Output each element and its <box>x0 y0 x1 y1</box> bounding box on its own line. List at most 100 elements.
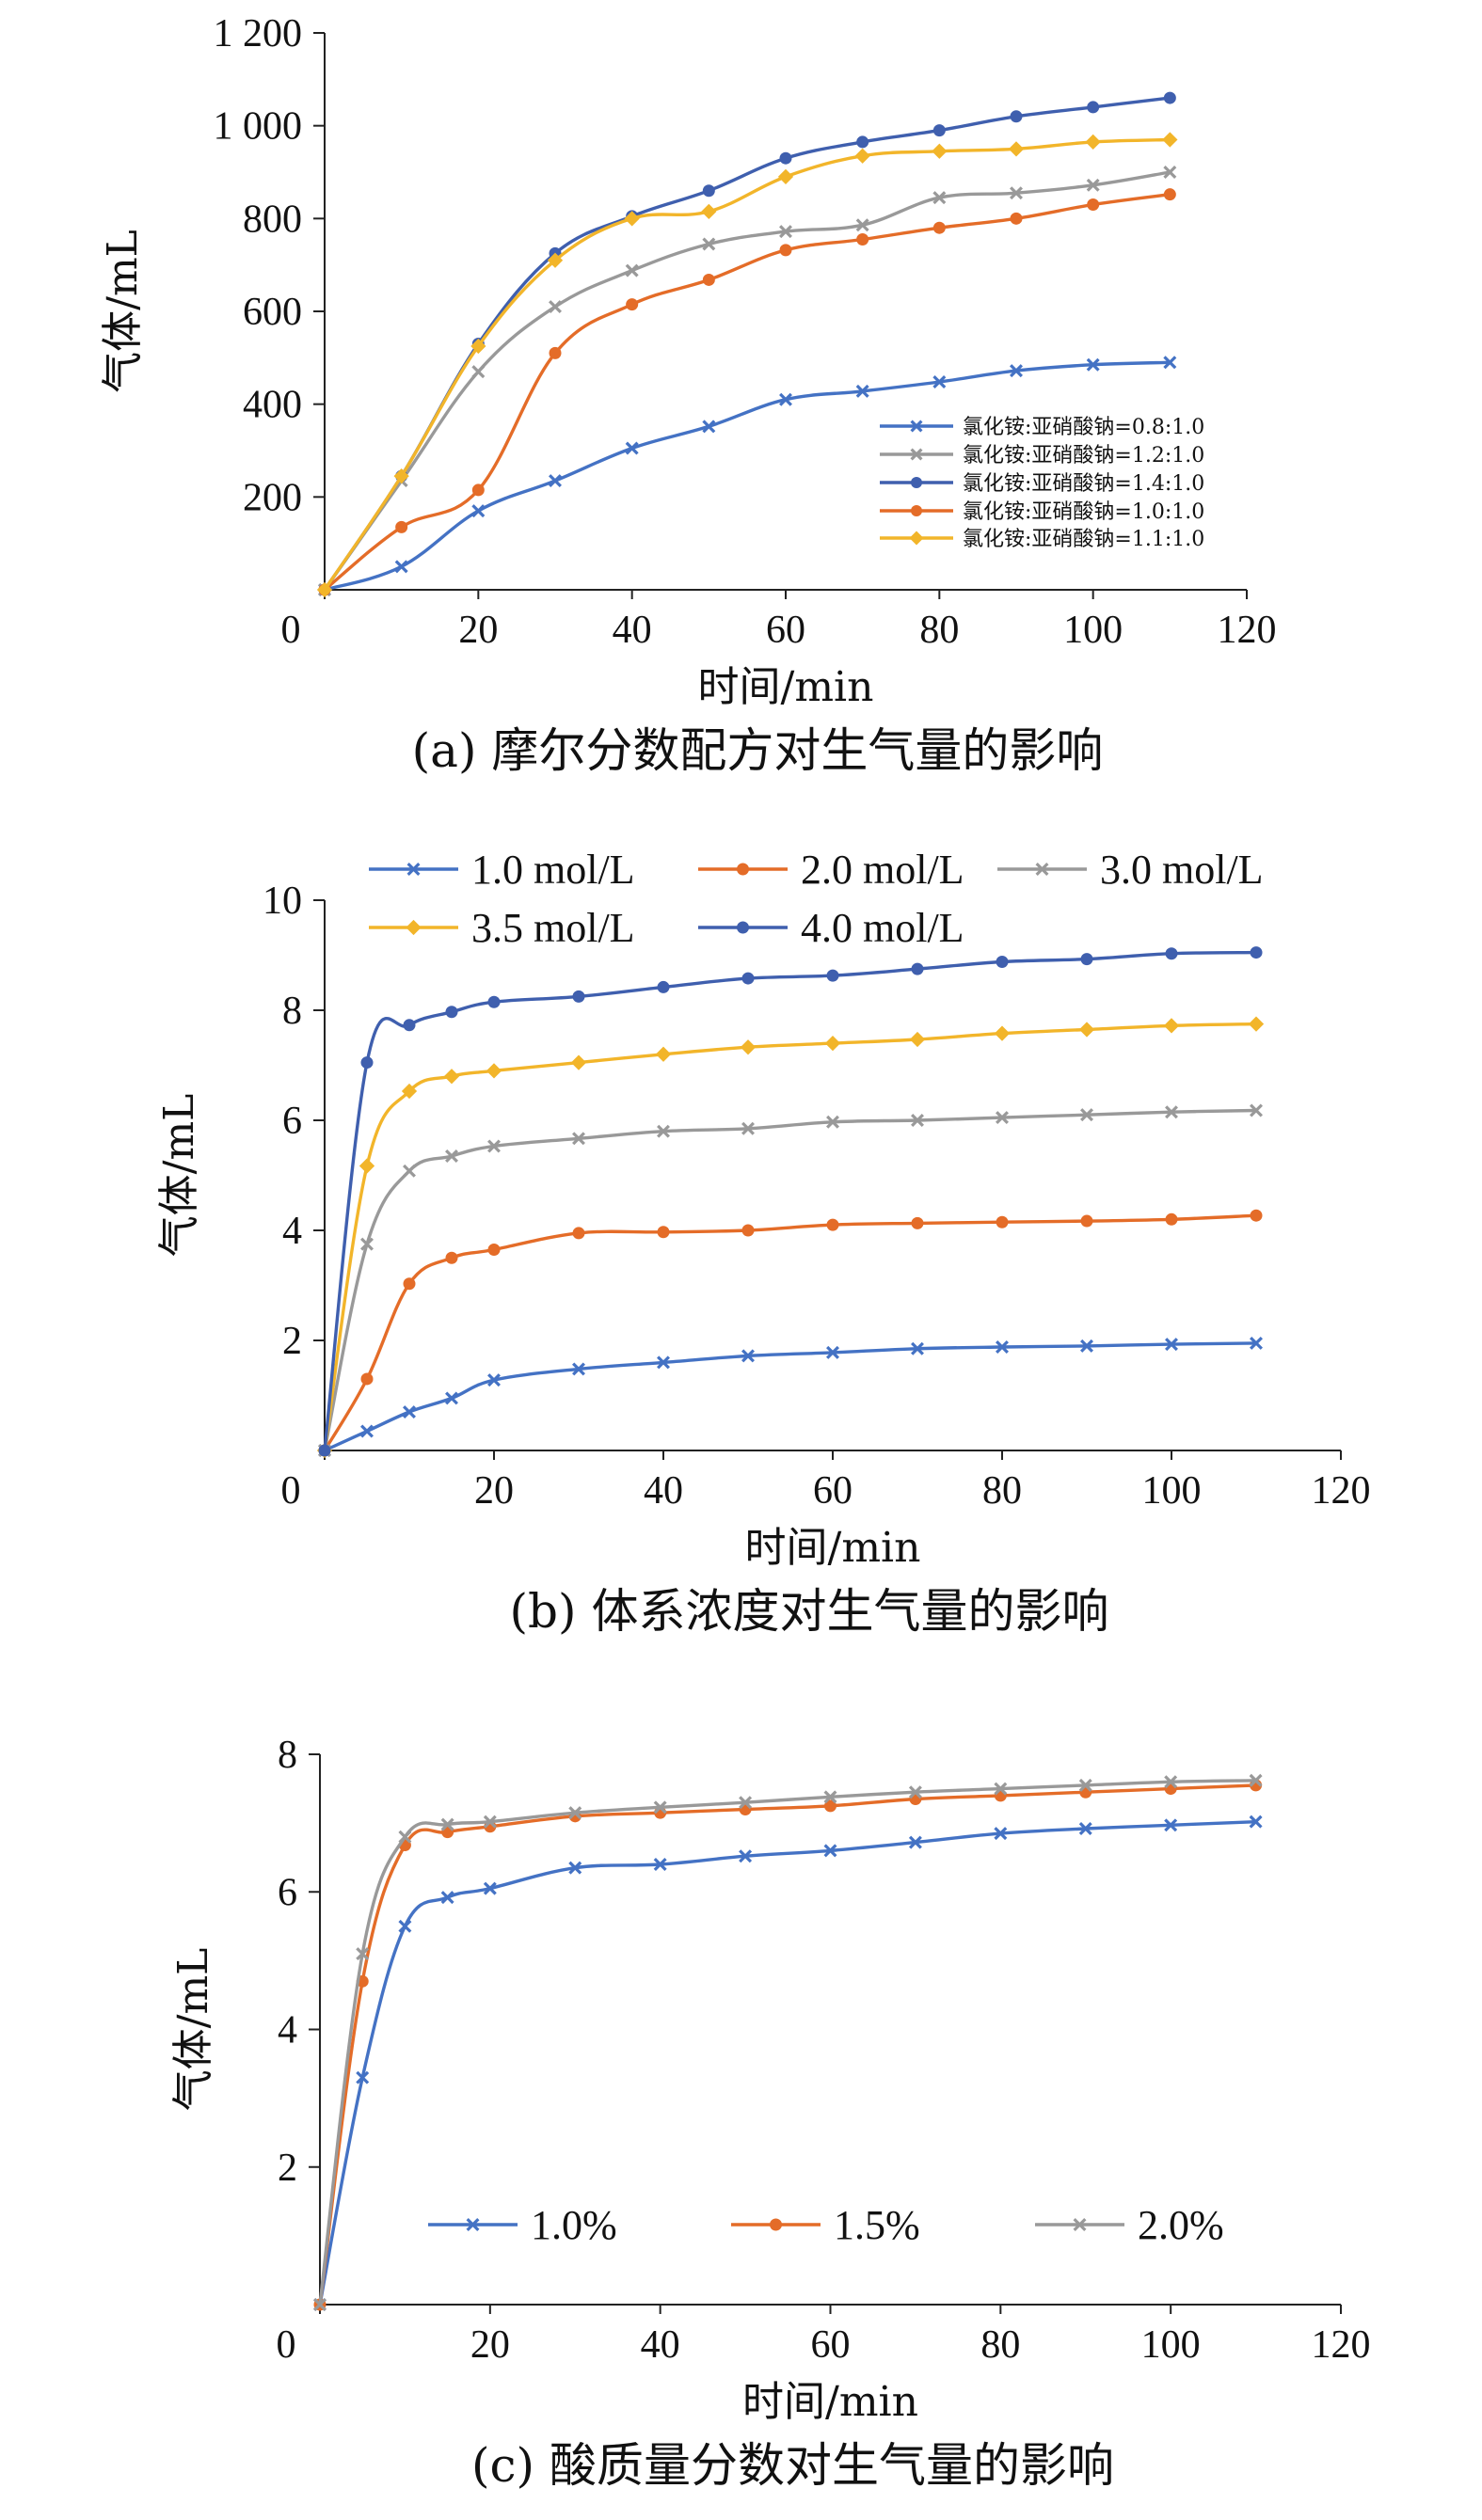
data-point <box>1010 364 1023 378</box>
data-point <box>393 468 409 484</box>
data-point <box>1249 1815 1263 1829</box>
chart-c: 2 4 6 8 20 40 60 80 100 120 0 时间/min 气体/mL (c) 酸质量分数对… <box>169 1734 1371 2493</box>
data-point <box>445 1391 458 1405</box>
series-line <box>318 1779 1256 2306</box>
data-point <box>932 375 947 388</box>
x-tick-label: 120 <box>1312 2323 1371 2367</box>
data-point <box>487 1373 501 1387</box>
data-point <box>823 1844 837 1858</box>
legend-label: 氯化铵:亚硝酸钠=1.0:1.0 <box>963 500 1204 524</box>
data-point <box>932 124 946 137</box>
data-point <box>471 483 485 497</box>
series-4 <box>316 1016 1265 1459</box>
data-point <box>486 1063 502 1079</box>
legend-label: 1.0 mol/L <box>471 847 635 893</box>
data-point <box>824 1799 837 1813</box>
x-tick-label: 60 <box>813 1469 853 1513</box>
data-point <box>1080 1339 1093 1353</box>
data-point <box>1165 1105 1178 1119</box>
data-point <box>1164 1775 1178 1789</box>
chart-caption: (a) 摩尔分数配方对生气量的影响 <box>412 723 1104 778</box>
data-point <box>549 346 562 359</box>
y-tick-label: 8 <box>282 990 302 1033</box>
data-point <box>547 252 564 268</box>
data-point <box>313 2298 327 2311</box>
data-point <box>932 143 948 159</box>
data-point <box>653 1800 667 1815</box>
x-tick-label: 120 <box>1312 1469 1371 1513</box>
data-point <box>1078 1022 1095 1038</box>
series-line <box>318 1783 1256 2306</box>
data-point <box>1010 110 1023 123</box>
legend-marker <box>770 2218 782 2231</box>
data-point <box>316 581 333 598</box>
series-2 <box>313 1779 1263 2311</box>
data-point <box>470 338 486 355</box>
data-point <box>741 1349 755 1363</box>
data-point <box>994 1025 1011 1041</box>
x-tick-label: 80 <box>919 609 959 652</box>
legend-label: 2.0% <box>1138 2202 1224 2248</box>
y-tick-label: 4 <box>278 2009 297 2052</box>
data-point <box>1080 1214 1093 1228</box>
data-point <box>826 969 839 982</box>
data-point <box>826 1115 839 1129</box>
data-point <box>570 1054 587 1070</box>
data-point <box>445 1251 458 1264</box>
x-tick-label: 100 <box>1141 2323 1201 2367</box>
x-origin-label: 0 <box>281 1469 301 1513</box>
x-tick-label: 60 <box>766 609 805 652</box>
y-tick-label: 1 000 <box>214 105 303 149</box>
x-tick-label: 40 <box>641 2323 680 2367</box>
data-point <box>1249 1773 1263 1787</box>
data-point <box>854 148 870 164</box>
data-point <box>440 1817 454 1831</box>
data-point <box>702 184 715 198</box>
data-point <box>1085 134 1101 151</box>
data-point <box>856 135 869 149</box>
series-5 <box>318 946 1263 1457</box>
series-3 <box>318 1103 1263 1457</box>
legend-label: 4.0 mol/L <box>801 905 964 951</box>
data-point <box>1078 1821 1092 1835</box>
chart-caption: (b) 体系浓度对生气量的影响 <box>510 1584 1109 1639</box>
legend-marker <box>910 420 923 433</box>
data-point <box>443 1069 460 1085</box>
series-line <box>323 1213 1257 1451</box>
data-point <box>626 298 639 311</box>
data-point <box>625 263 639 277</box>
y-tick-label: 2 <box>278 2147 297 2190</box>
legend-label: 2.0 mol/L <box>801 847 964 893</box>
legend-label: 3.5 mol/L <box>471 905 635 951</box>
data-point <box>908 1785 922 1799</box>
chart-caption: (c) 酸质量分数对生气量的影响 <box>471 2438 1114 2493</box>
data-point <box>1162 132 1178 148</box>
y-axis-label: 气体/mL <box>99 230 147 393</box>
data-point <box>741 1224 755 1237</box>
data-point <box>779 225 792 239</box>
series-line <box>324 1341 1257 1452</box>
data-point <box>856 233 869 246</box>
series-3 <box>313 1773 1263 2311</box>
data-point <box>996 1215 1009 1228</box>
data-point <box>996 1111 1009 1125</box>
data-point <box>487 1243 501 1256</box>
x-tick-label: 20 <box>470 2323 510 2367</box>
data-point <box>911 962 924 975</box>
data-point <box>1250 1209 1263 1222</box>
data-point <box>657 1124 670 1138</box>
legend-marker <box>466 2218 480 2231</box>
legend-marker <box>737 921 749 934</box>
x-origin-label: 0 <box>281 609 301 652</box>
data-point <box>739 1796 753 1810</box>
data-point <box>487 995 501 1008</box>
data-point <box>779 151 792 165</box>
legend-marker <box>910 448 923 461</box>
x-axis-label: 时间/min <box>698 663 874 711</box>
series-line <box>323 1022 1257 1451</box>
data-point <box>911 1341 924 1355</box>
x-tick-label: 60 <box>811 2323 851 2367</box>
data-point <box>741 1121 755 1135</box>
series-line <box>324 360 1171 592</box>
x-tick-label: 20 <box>474 1469 514 1513</box>
